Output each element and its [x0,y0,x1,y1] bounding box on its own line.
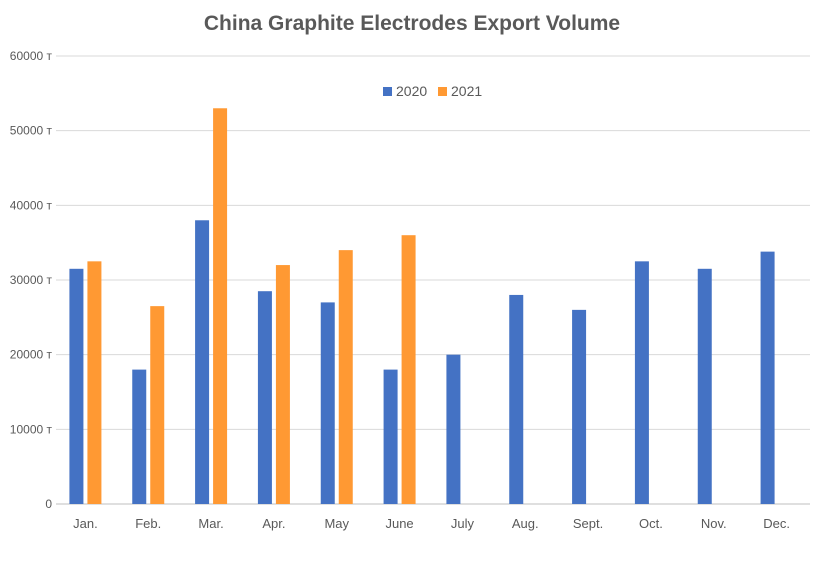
y-tick-label: 60000 т [10,49,53,63]
y-tick-label: 30000 т [10,273,53,287]
y-tick-label: 50000 т [10,124,53,138]
bar-2020-sept [572,309,587,504]
x-tick-label: Feb. [135,516,161,531]
bar-2021-feb [150,306,165,504]
x-tick-label: June [385,516,413,531]
x-tick-label: Jan. [73,516,98,531]
legend-label-2020: 2020 [396,83,427,99]
bar-2020-oct [634,261,649,504]
chart-title: China Graphite Electrodes Export Volume [203,12,621,35]
bar-2021-jan [87,261,102,504]
bar-2020-aug [509,294,524,504]
bar-2021-may [338,250,353,504]
x-tick-label: Sept. [573,516,603,531]
x-tick-label: Nov. [701,516,727,531]
x-tick-label: Mar. [198,516,223,531]
bar-2020-july [446,354,461,504]
bar-2021-june [401,235,416,504]
y-tick-label: 10000 т [10,422,53,436]
bar-2020-mar [195,220,210,504]
x-tick-label: Aug. [512,516,539,531]
x-tick-label: Oct. [639,516,663,531]
bar-2020-may [320,302,335,504]
x-tick-label: Apr. [262,516,285,531]
y-tick-label: 20000 т [10,348,53,362]
bar-2021-apr [275,265,290,504]
bar-2020-apr [257,291,272,504]
legend-swatch-2020 [383,87,392,96]
y-tick-label: 40000 т [10,198,53,212]
bar-2021-mar [213,108,228,505]
x-tick-label: July [451,516,475,531]
x-tick-label: May [324,516,349,531]
bar-2020-june [383,369,398,504]
legend-swatch-2021 [438,87,447,96]
bar-2020-dec [760,251,775,504]
y-tick-label: 0 [45,497,52,511]
bar-2020-nov [697,268,712,504]
bar-2020-jan [69,268,84,504]
x-tick-label: Dec. [763,516,790,531]
legend-label-2021: 2021 [451,83,482,99]
bar-2020-feb [132,369,147,504]
